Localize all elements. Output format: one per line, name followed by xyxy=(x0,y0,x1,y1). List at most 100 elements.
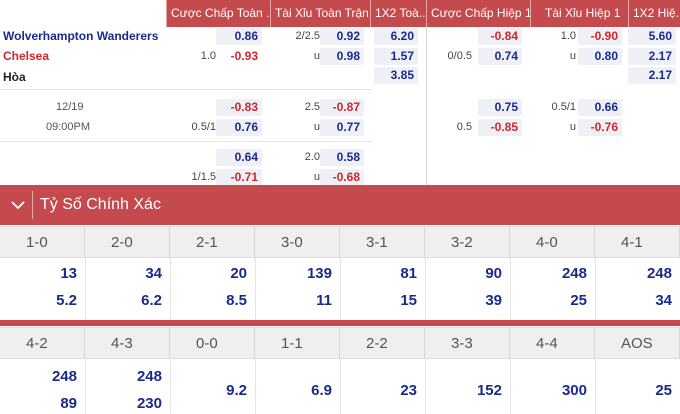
odds-cell[interactable]: 0.75 xyxy=(478,99,522,116)
odds-cell[interactable]: 0.80 xyxy=(578,48,622,65)
odds-cell[interactable]: -0.93 xyxy=(230,49,258,63)
row-divider xyxy=(0,89,372,90)
score-odds-value[interactable]: 248 xyxy=(561,265,587,282)
odds-cell[interactable]: -0.83 xyxy=(216,99,262,116)
odds-cell[interactable]: 2.17 xyxy=(628,48,676,65)
score-odds-value[interactable]: 152 xyxy=(476,382,502,399)
odds-cell[interactable]: -0.84 xyxy=(478,28,522,45)
score-odds-value[interactable]: 11 xyxy=(316,292,332,309)
correct-score-title: Tỷ Số Chính Xác xyxy=(40,196,161,213)
header-ft-handicap[interactable]: Cược Chấp Toàn ... xyxy=(166,0,270,27)
handicap-line: 0.5 xyxy=(456,121,472,133)
odds-cell[interactable]: -0.87 xyxy=(320,99,364,116)
column-divider xyxy=(595,359,596,414)
header-h1-1x2[interactable]: 1X2 Hiệ... xyxy=(628,0,680,27)
away-team-name[interactable]: Chelsea xyxy=(3,49,50,63)
ou-line: 2.5 xyxy=(304,101,320,113)
correct-score-header[interactable]: Tỷ Số Chính Xác xyxy=(0,185,680,225)
match-time: 09:00PM xyxy=(46,121,91,133)
score-odds-value[interactable]: 248 xyxy=(136,368,162,385)
handicap-line: 1.0 xyxy=(200,50,216,62)
row-divider xyxy=(0,141,372,142)
odds-cell[interactable]: 3.85 xyxy=(374,67,418,84)
odds-cell[interactable]: -0.90 xyxy=(578,28,622,45)
score-odds-value[interactable]: 248 xyxy=(646,265,672,282)
score-odds-value[interactable]: 248 xyxy=(51,368,77,385)
score-odds-value[interactable]: 23 xyxy=(400,382,417,399)
draw-label: Hòa xyxy=(3,70,26,84)
score-label: 3-2 xyxy=(425,227,510,258)
column-divider xyxy=(425,359,426,414)
odds-cell[interactable]: 0.74 xyxy=(478,48,522,65)
header-h1-handicap[interactable]: Cược Chấp Hiệp 1 xyxy=(426,0,530,27)
header-blank xyxy=(0,0,166,27)
odds-cell[interactable]: 1.57 xyxy=(374,48,418,65)
odds-cell[interactable]: 0.64 xyxy=(216,149,262,166)
odds-cell[interactable]: -0.68 xyxy=(320,169,364,186)
score-odds-value[interactable]: 34 xyxy=(655,292,672,309)
column-divider xyxy=(85,359,86,414)
odds-cell[interactable]: 0.58 xyxy=(320,149,364,166)
odds-cell[interactable]: 5.60 xyxy=(628,28,676,45)
odds-cell[interactable]: 0.76 xyxy=(216,119,262,136)
odds-cell[interactable]: 0.77 xyxy=(320,119,364,136)
odds-cell[interactable]: -0.71 xyxy=(216,169,262,186)
odds-cell[interactable]: 0.66 xyxy=(578,99,622,116)
header-divider xyxy=(32,191,33,219)
score-odds-value[interactable]: 25 xyxy=(570,292,587,309)
odds-cell[interactable]: 2.17 xyxy=(628,67,676,84)
odds-cell[interactable]: 0.98 xyxy=(320,48,364,65)
column-divider xyxy=(340,359,341,414)
ou-line: 0.5/1 xyxy=(551,101,576,113)
ou-line: 2.0 xyxy=(304,151,320,163)
ou-under-label: u xyxy=(313,50,320,62)
header-ft-1x2[interactable]: 1X2 Toà... xyxy=(370,0,426,27)
column-divider xyxy=(255,258,256,320)
handicap-line: 1/1.5 xyxy=(191,171,216,183)
score-odds-value[interactable]: 39 xyxy=(485,292,502,309)
score-odds-value[interactable]: 300 xyxy=(561,382,587,399)
score-odds-value[interactable]: 13 xyxy=(60,265,77,282)
score-odds-value[interactable]: 34 xyxy=(145,265,162,282)
column-divider xyxy=(255,359,256,414)
score-odds-value[interactable]: 5.2 xyxy=(56,292,77,309)
header-h1-overunder[interactable]: Tài Xỉu Hiệp 1 xyxy=(530,0,628,27)
odds-cell[interactable]: -0.85 xyxy=(478,119,522,136)
score-odds-value[interactable]: 89 xyxy=(60,395,77,412)
score-odds-value[interactable]: 25 xyxy=(655,382,672,399)
score-odds-value[interactable]: 139 xyxy=(306,265,332,282)
column-divider xyxy=(595,258,596,320)
column-divider xyxy=(340,258,341,320)
ou-line: 1.0 xyxy=(560,30,576,42)
score-odds-value[interactable]: 230 xyxy=(136,395,162,412)
ou-under-label: u xyxy=(313,171,320,183)
score-odds-value[interactable]: 8.5 xyxy=(226,292,247,309)
score-label: 4-3 xyxy=(85,328,170,359)
column-divider xyxy=(85,258,86,320)
score-odds-value[interactable]: 81 xyxy=(400,265,417,282)
column-divider xyxy=(170,359,171,414)
score-odds-value[interactable]: 90 xyxy=(485,265,502,282)
score-values-row-2: 248 89 248 230 9.2 6.9 23 152 300 25 xyxy=(0,359,680,414)
score-odds-value[interactable]: 9.2 xyxy=(226,382,247,399)
chevron-down-icon[interactable] xyxy=(8,195,28,215)
score-label: 4-2 xyxy=(0,328,85,359)
ou-under-label: u xyxy=(313,121,320,133)
score-odds-value[interactable]: 20 xyxy=(230,265,247,282)
half-separator xyxy=(426,27,427,187)
odds-cell[interactable]: 0.86 xyxy=(216,28,262,45)
odds-cell[interactable]: 6.20 xyxy=(374,28,418,45)
header-ft-overunder[interactable]: Tài Xỉu Toàn Trận xyxy=(270,0,370,27)
score-odds-value[interactable]: 6.9 xyxy=(311,382,332,399)
score-odds-value[interactable]: 6.2 xyxy=(141,292,162,309)
odds-cell[interactable]: -0.76 xyxy=(578,119,622,136)
score-header-row-2: 4-2 4-3 0-0 1-1 2-2 3-3 4-4 AOS xyxy=(0,327,680,359)
score-label: 1-0 xyxy=(0,227,85,258)
score-label: 2-0 xyxy=(85,227,170,258)
score-label: 2-1 xyxy=(170,227,255,258)
column-divider xyxy=(510,258,511,320)
ou-under-label: u xyxy=(569,50,576,62)
score-odds-value[interactable]: 15 xyxy=(400,292,417,309)
odds-cell[interactable]: 0.92 xyxy=(320,28,364,45)
home-team-name[interactable]: Wolverhampton Wanderers xyxy=(3,29,159,43)
